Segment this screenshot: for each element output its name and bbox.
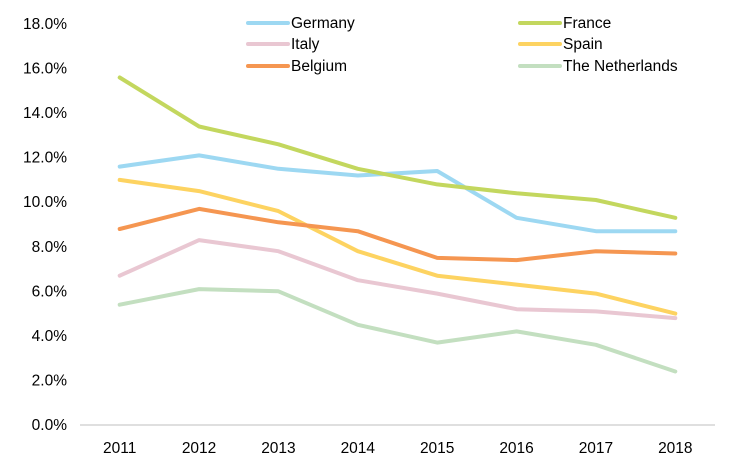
- legend-label-the-netherlands: The Netherlands: [563, 58, 678, 75]
- y-tick-label: 14.0%: [23, 105, 67, 122]
- x-tick-label: 2014: [341, 440, 376, 457]
- series-line-spain: [117, 177, 678, 316]
- legend-label-spain: Spain: [563, 36, 603, 53]
- y-tick-label: 16.0%: [23, 61, 67, 78]
- y-tick-label: 18.0%: [23, 16, 67, 33]
- legend-label-italy: Italy: [291, 36, 320, 53]
- chart-axes: 0.0% 2.0% 4.0% 6.0% 8.0% 10.0% 12.0% 14.0% 16.0%…: [23, 16, 715, 457]
- series-line-france: [117, 75, 678, 220]
- series-line-germany: [117, 153, 678, 234]
- y-tick-label: 12.0%: [23, 150, 67, 167]
- x-tick-label: 2011: [103, 440, 136, 457]
- x-tick-label: 2015: [420, 440, 454, 457]
- legend-label-germany: Germany: [291, 15, 355, 32]
- series-line-belgium: [117, 206, 678, 263]
- x-tick-label: 2012: [182, 440, 216, 457]
- x-tick-label: 2013: [261, 440, 295, 457]
- legend-label-france: France: [563, 15, 611, 32]
- x-tick-label: 2016: [499, 440, 533, 457]
- series-line-italy: [117, 238, 678, 321]
- y-tick-label: 4.0%: [32, 328, 68, 345]
- chart-legend: Germany France Italy Spain Belgium The Nether…: [246, 15, 678, 75]
- y-tick-label: 0.0%: [32, 417, 68, 434]
- series-line-the-netherlands: [117, 287, 678, 374]
- y-tick-label: 10.0%: [23, 194, 67, 211]
- y-tick-label: 2.0%: [32, 372, 68, 389]
- y-tick-label: 8.0%: [32, 239, 68, 256]
- x-tick-label: 2017: [579, 440, 613, 457]
- chart-series-lines: [117, 75, 678, 374]
- x-tick-label: 2018: [658, 440, 692, 457]
- y-tick-label: 6.0%: [32, 283, 68, 300]
- legend-label-belgium: Belgium: [291, 58, 347, 75]
